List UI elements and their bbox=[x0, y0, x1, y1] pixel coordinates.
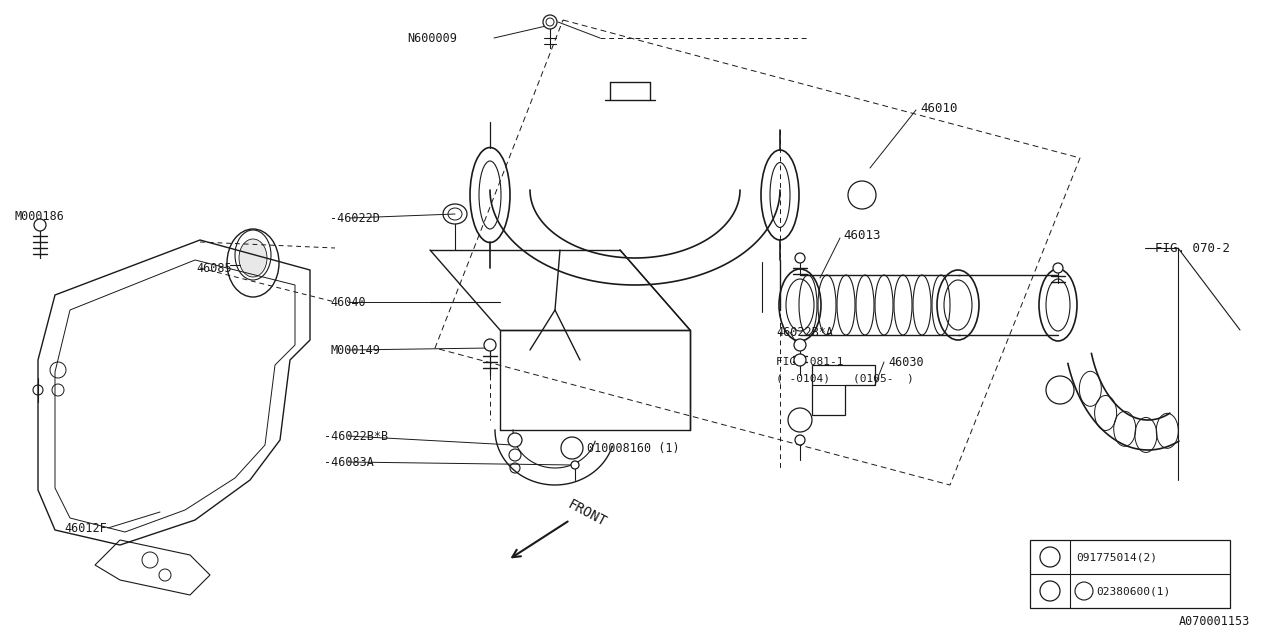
Circle shape bbox=[1046, 376, 1074, 404]
Circle shape bbox=[543, 15, 557, 29]
Circle shape bbox=[788, 408, 812, 432]
Circle shape bbox=[1039, 581, 1060, 601]
Text: -46022B*B: -46022B*B bbox=[324, 429, 388, 442]
Text: 1: 1 bbox=[1056, 385, 1064, 395]
Circle shape bbox=[571, 461, 579, 469]
Text: 46013: 46013 bbox=[844, 228, 881, 241]
Text: FIG. 081-1: FIG. 081-1 bbox=[776, 357, 844, 367]
Text: 46022B*A: 46022B*A bbox=[776, 326, 833, 339]
Circle shape bbox=[484, 339, 497, 351]
Text: 46030: 46030 bbox=[888, 355, 924, 369]
Text: M000149: M000149 bbox=[330, 344, 380, 356]
Text: A070001153: A070001153 bbox=[1179, 615, 1251, 628]
Text: 010008160 (1): 010008160 (1) bbox=[588, 442, 680, 454]
Text: N: N bbox=[1082, 586, 1087, 595]
Text: B: B bbox=[568, 443, 576, 453]
Text: 46012F: 46012F bbox=[64, 522, 106, 534]
Circle shape bbox=[794, 339, 806, 351]
Text: 2: 2 bbox=[1047, 586, 1053, 596]
Text: FIG. 070-2: FIG. 070-2 bbox=[1155, 241, 1230, 255]
Text: 46085: 46085 bbox=[196, 262, 232, 275]
Text: 091775014(2): 091775014(2) bbox=[1076, 552, 1157, 562]
Circle shape bbox=[794, 354, 806, 366]
Text: FRONT: FRONT bbox=[564, 498, 608, 530]
Text: 46040: 46040 bbox=[330, 296, 366, 308]
Text: N600009: N600009 bbox=[407, 31, 457, 45]
Text: 46010: 46010 bbox=[920, 102, 957, 115]
Ellipse shape bbox=[239, 239, 268, 277]
Circle shape bbox=[561, 437, 582, 459]
Circle shape bbox=[508, 433, 522, 447]
Circle shape bbox=[1053, 263, 1062, 273]
Text: 2: 2 bbox=[796, 415, 804, 425]
Circle shape bbox=[1039, 547, 1060, 567]
Text: (0105-  ): (0105- ) bbox=[852, 373, 914, 383]
Circle shape bbox=[35, 219, 46, 231]
Text: -46022D: -46022D bbox=[330, 211, 380, 225]
Circle shape bbox=[795, 435, 805, 445]
Circle shape bbox=[849, 181, 876, 209]
Text: 02380600(1): 02380600(1) bbox=[1096, 586, 1170, 596]
Circle shape bbox=[795, 253, 805, 263]
Text: M000186: M000186 bbox=[14, 209, 64, 223]
Text: 1: 1 bbox=[1047, 552, 1053, 562]
Bar bbox=[1030, 540, 1230, 608]
Text: 1: 1 bbox=[859, 190, 865, 200]
Text: -46083A: -46083A bbox=[324, 456, 374, 468]
Circle shape bbox=[1075, 582, 1093, 600]
Text: ( -0104): ( -0104) bbox=[776, 373, 829, 383]
